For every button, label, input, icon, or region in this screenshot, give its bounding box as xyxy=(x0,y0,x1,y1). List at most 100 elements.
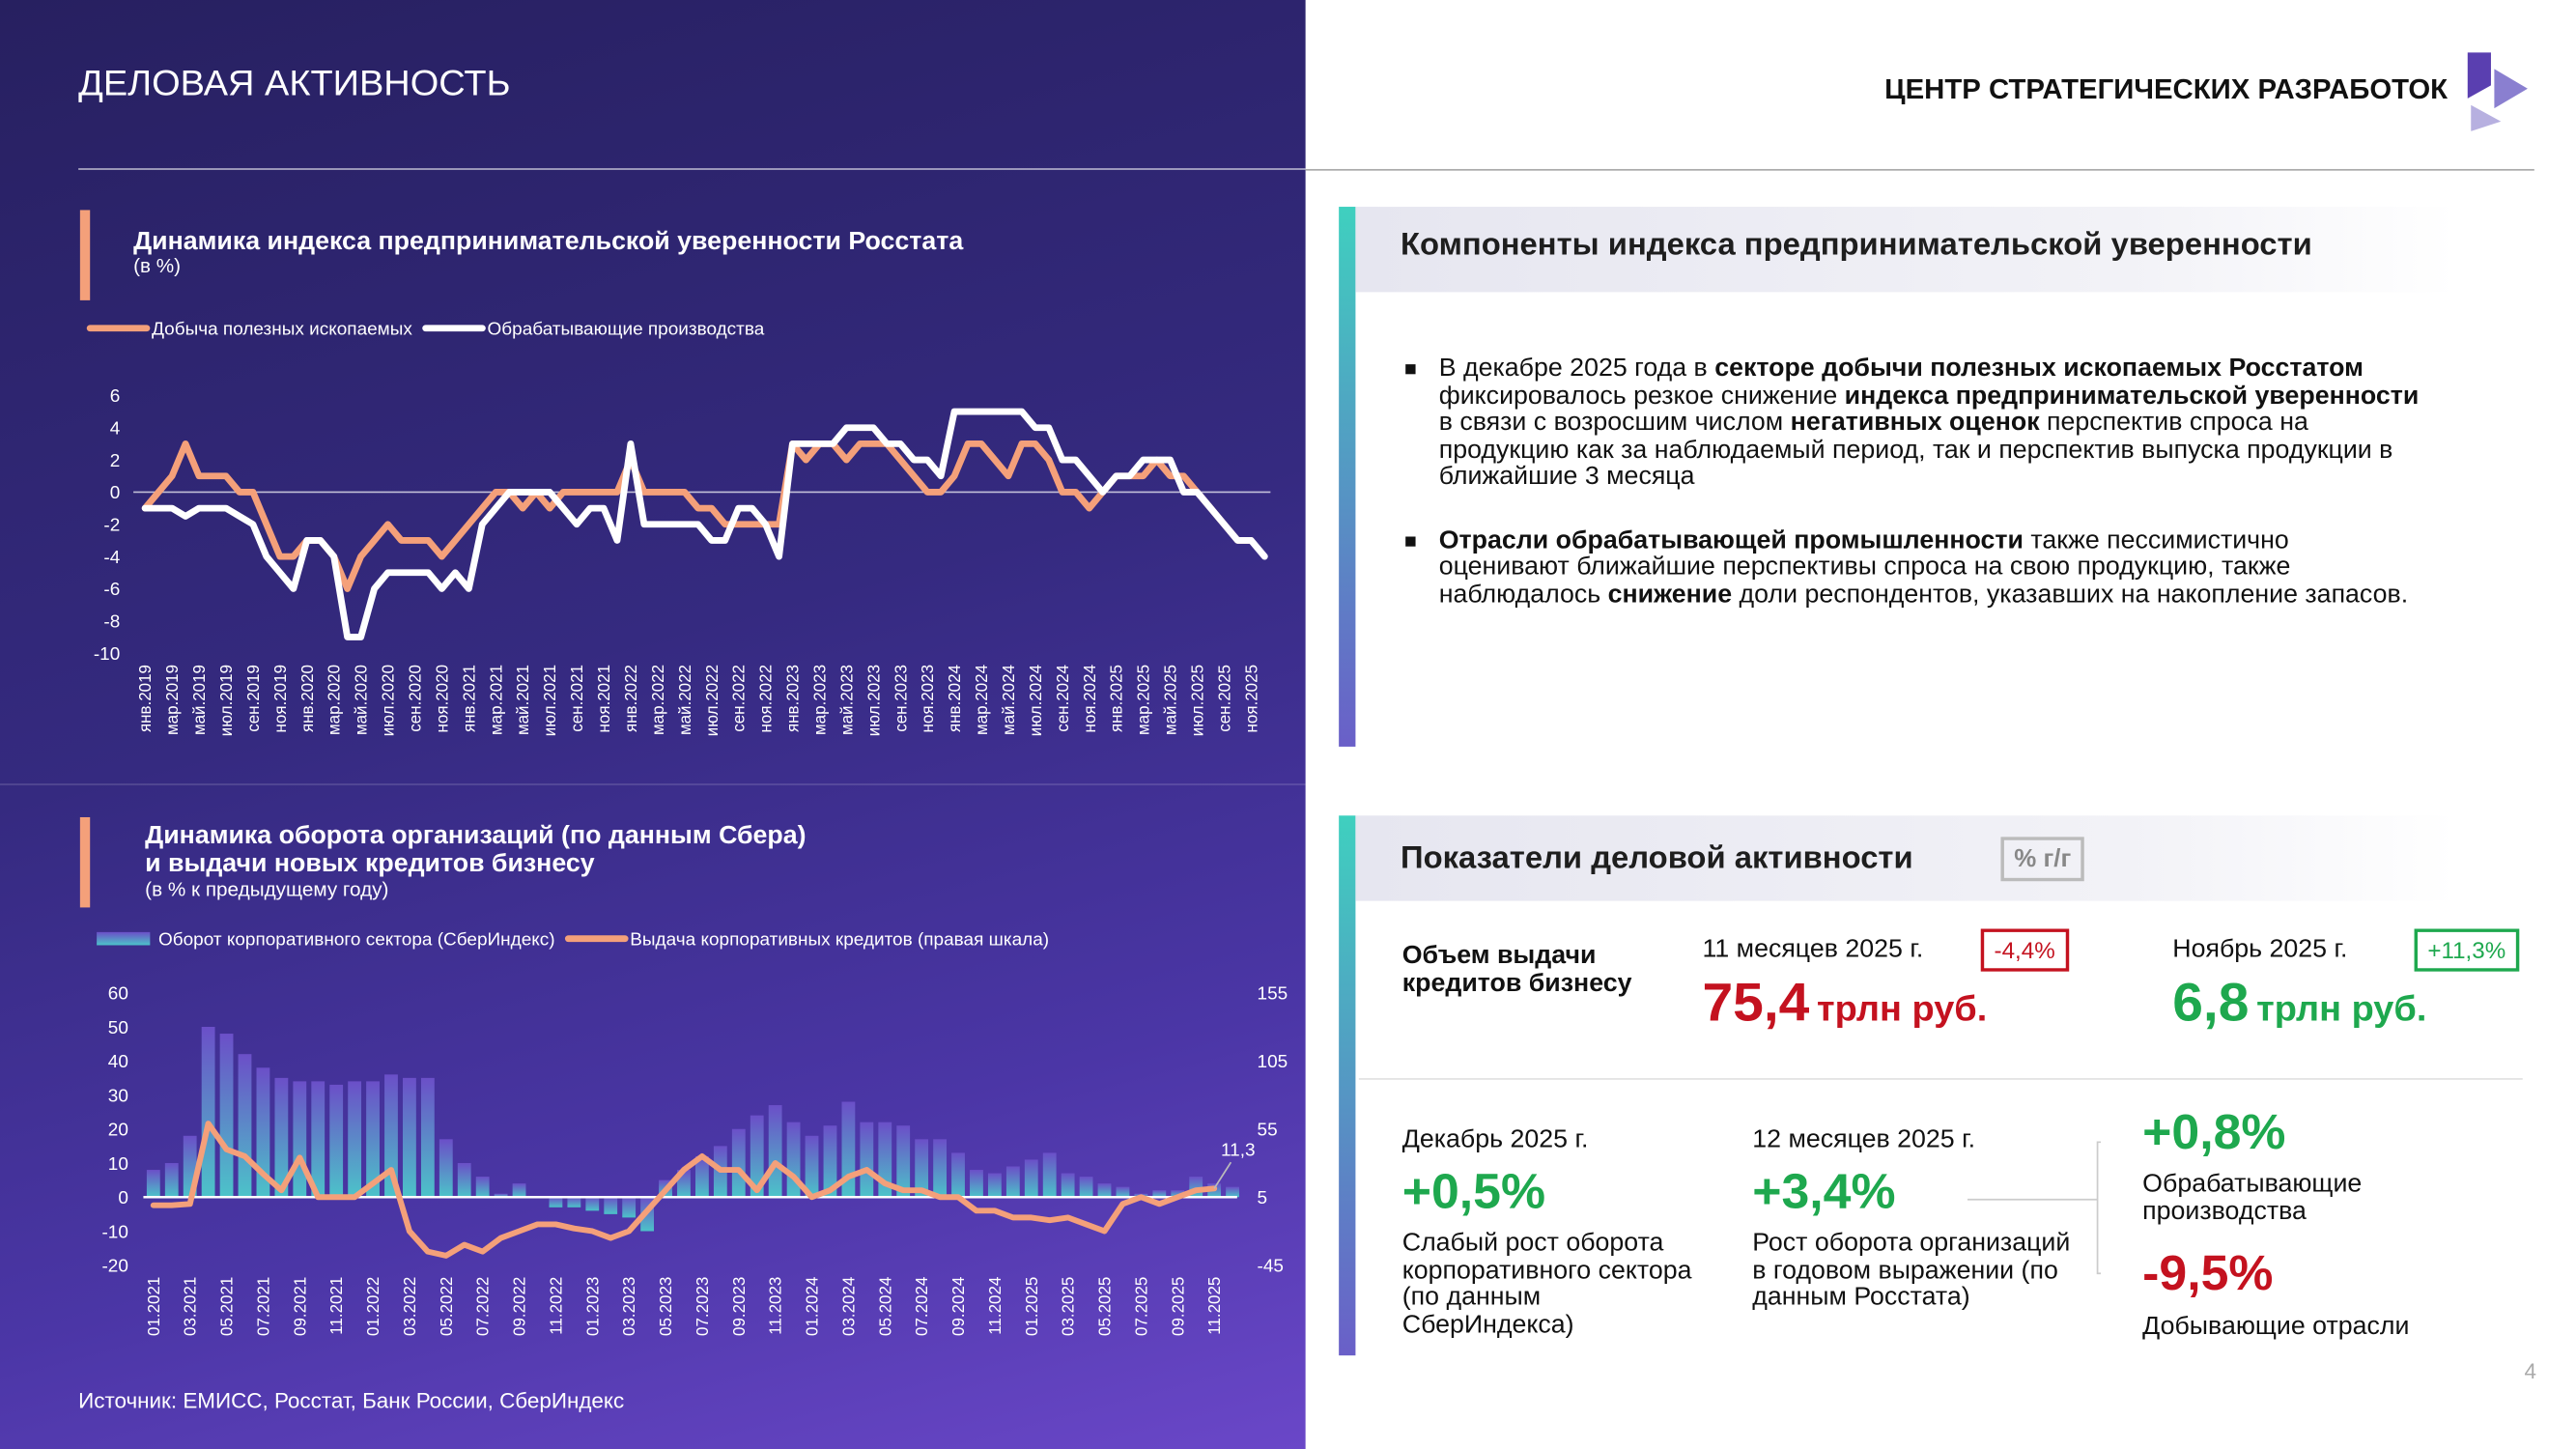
x-tick-label: мар.2021 xyxy=(487,665,505,735)
x-tick-label: янв.2021 xyxy=(460,665,478,732)
text: фиксировалось резкое снижение xyxy=(1438,381,1845,410)
y-tick-label: 60 xyxy=(108,983,128,1004)
x-tick-label: 03.2024 xyxy=(839,1276,858,1336)
chart-title: Динамика оборота организаций (по данным … xyxy=(145,820,806,849)
legend-swatch xyxy=(97,931,151,946)
bar xyxy=(1171,1190,1185,1198)
panel-header xyxy=(1355,207,2456,293)
bold-text: индекса предпринимательской уверенности xyxy=(1844,381,2420,410)
bar xyxy=(1024,1159,1038,1198)
bold-text: Отрасли обрабатывающей промышленности xyxy=(1438,526,2024,554)
y2-tick-label: 155 xyxy=(1258,983,1288,1004)
credit-label: Объем выдачи кредитов бизнесу xyxy=(1401,942,1632,998)
bar xyxy=(403,1077,416,1198)
x-tick-label: июл.2022 xyxy=(703,665,722,736)
bar xyxy=(1042,1152,1057,1198)
x-tick-label: 05.2023 xyxy=(657,1277,675,1336)
x-tick-label: 01.2024 xyxy=(803,1276,821,1336)
x-tick-label: 03.2021 xyxy=(182,1277,200,1336)
bar xyxy=(1079,1177,1093,1198)
x-tick-label: 07.2021 xyxy=(254,1277,272,1336)
unit: трлн руб. xyxy=(1817,987,1988,1030)
bullet: В декабре 2025 года в секторе добычи пол… xyxy=(1405,355,2422,492)
bar xyxy=(348,1081,362,1198)
x-tick-label: ноя.2022 xyxy=(756,665,775,732)
x-tick-label: мар.2024 xyxy=(973,665,991,735)
bar xyxy=(1152,1190,1167,1198)
x-tick-label: 03.2023 xyxy=(620,1277,638,1336)
bar xyxy=(238,1054,252,1198)
section-accent xyxy=(79,816,91,908)
bar xyxy=(439,1139,453,1198)
separator xyxy=(1358,1078,2523,1080)
bar xyxy=(457,1162,471,1198)
turnover-text: Слабый рост оборота корпоративного секто… xyxy=(1401,1229,1692,1339)
x-tick-label: янв.2023 xyxy=(783,665,802,732)
brand: ЦЕНТР СТРАТЕГИЧЕСКИХ РАЗРАБОТОК xyxy=(1884,73,2449,105)
bullet: Отрасли обрабатывающей промышленности та… xyxy=(1405,526,2422,609)
unit-badge: % г/г xyxy=(2000,837,2085,882)
x-tick-label: 05.2021 xyxy=(217,1277,236,1336)
section-accent xyxy=(79,210,91,300)
bar xyxy=(201,1026,215,1198)
series-line xyxy=(141,408,1268,640)
panel-accent xyxy=(1339,207,1356,747)
bar xyxy=(731,1128,746,1198)
bar xyxy=(695,1155,709,1198)
series-line xyxy=(150,1121,1218,1259)
value: 6,8 xyxy=(2172,971,2250,1033)
bar xyxy=(293,1081,307,1198)
y-tick-label: -10 xyxy=(101,1221,127,1241)
bar xyxy=(146,1170,160,1198)
x-tick-label: сен.2019 xyxy=(244,665,263,732)
bar xyxy=(951,1152,965,1198)
bar xyxy=(860,1122,874,1198)
sector-text: Добывающие отрасли xyxy=(2142,1313,2410,1341)
logo xyxy=(2467,52,2528,131)
x-tick-label: 09.2024 xyxy=(949,1276,968,1336)
source: Источник: ЕМИСС, Росстат, Банк России, С… xyxy=(78,1389,624,1413)
bar xyxy=(915,1139,929,1198)
unit: трлн руб. xyxy=(2256,987,2427,1030)
x-tick-label: 07.2023 xyxy=(694,1277,712,1336)
x-tick-label: 11.2023 xyxy=(767,1277,785,1335)
period: Декабрь 2025 г. xyxy=(1401,1125,1589,1154)
x-tick-label: 01.2022 xyxy=(364,1277,382,1336)
x-tick-label: сен.2021 xyxy=(568,665,586,732)
bar xyxy=(1061,1173,1075,1198)
x-tick-label: май.2023 xyxy=(837,665,856,735)
x-tick-label: 11.2022 xyxy=(547,1277,565,1335)
x-tick-label: мар.2020 xyxy=(326,665,344,735)
bar xyxy=(329,1084,344,1198)
bar xyxy=(219,1034,234,1198)
x-tick-label: май.2024 xyxy=(1000,665,1018,736)
y2-tick-label: 55 xyxy=(1258,1120,1278,1140)
x-tick-label: 09.2025 xyxy=(1169,1277,1187,1336)
x-tick-label: 11.2024 xyxy=(986,1276,1005,1335)
text: в связи с возросшим числом xyxy=(1438,408,1791,437)
y-tick-label: -4 xyxy=(103,547,120,567)
period: Ноябрь 2025 г. xyxy=(2172,935,2348,964)
x-tick-label: янв.2022 xyxy=(622,665,640,732)
bar xyxy=(768,1105,782,1198)
bar xyxy=(164,1162,179,1198)
sector-value: -9,5% xyxy=(2142,1247,2274,1302)
x-tick-label: сен.2023 xyxy=(892,665,910,732)
x-tick-label: 03.2025 xyxy=(1060,1277,1078,1336)
slide-title: ДЕЛОВАЯ АКТИВНОСТЬ xyxy=(78,62,511,104)
panel-accent xyxy=(1339,815,1356,1356)
y-tick-label: 2 xyxy=(110,450,121,470)
y2-tick-label: 105 xyxy=(1258,1051,1288,1071)
x-tick-label: 01.2025 xyxy=(1023,1277,1041,1336)
text: перспектив спроса на продукцию как за на… xyxy=(1438,408,2393,491)
bracket xyxy=(1967,1141,2102,1275)
bar xyxy=(622,1197,637,1218)
chart-title: Динамика индекса предпринимательской уве… xyxy=(133,226,963,255)
panel-title: Компоненты индекса предпринимательской у… xyxy=(1401,228,2312,263)
y-tick-label: 20 xyxy=(108,1120,128,1140)
turnover-value: +0,5% xyxy=(1401,1165,1546,1220)
x-tick-label: май.2019 xyxy=(190,665,209,735)
legend-label: Обрабатывающие производства xyxy=(488,319,765,339)
bar xyxy=(933,1139,947,1198)
